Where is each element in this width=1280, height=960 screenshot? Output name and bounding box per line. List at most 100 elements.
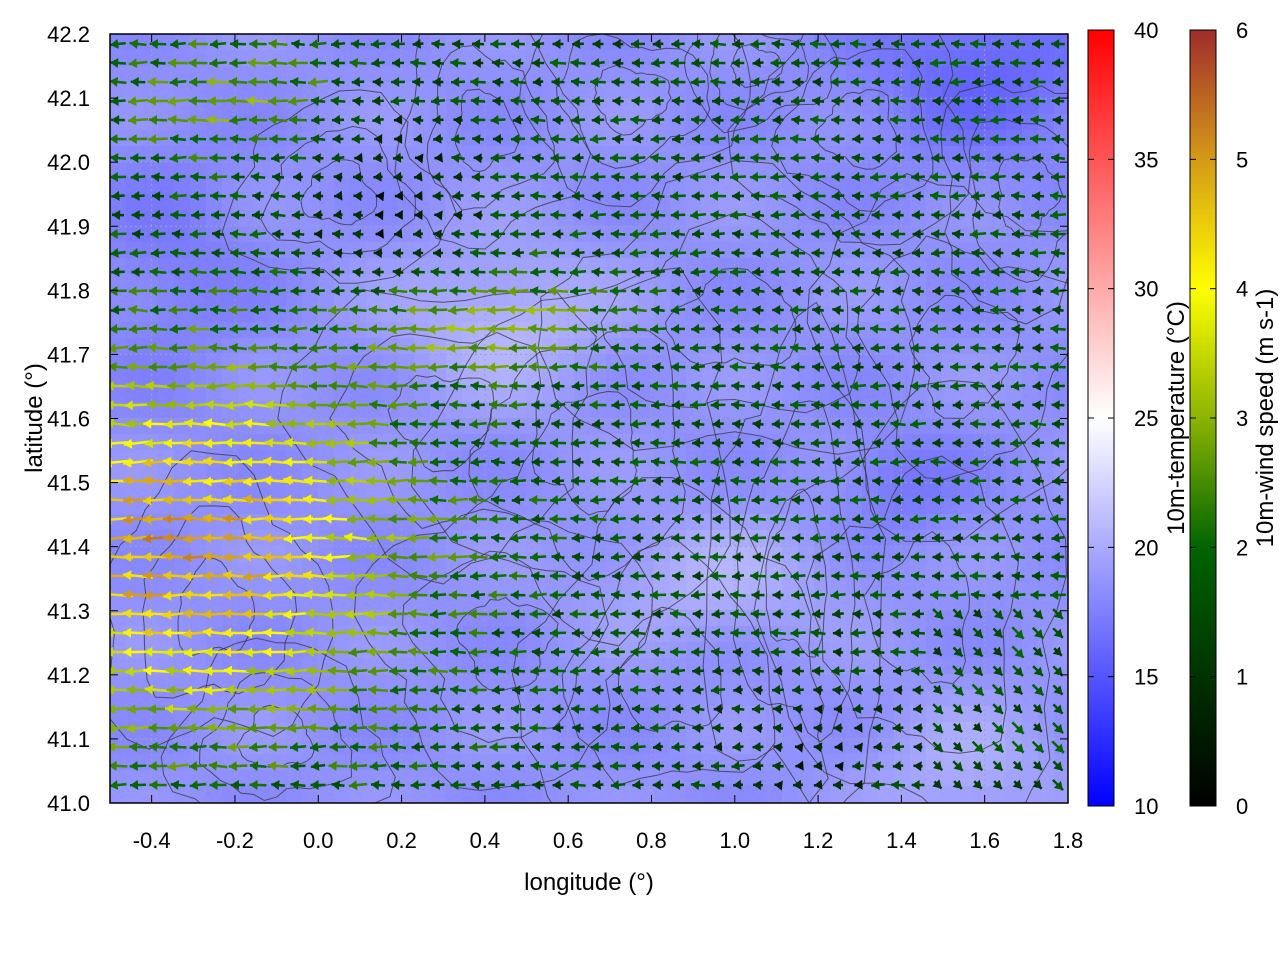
heatmap-cell [206,802,223,803]
heatmap-cell [158,162,175,179]
heatmap-cell [830,194,847,211]
heatmap-cell [734,802,751,803]
heatmap-cell [110,578,127,595]
heatmap-cell [798,114,815,131]
heatmap-cell [1022,386,1039,403]
heatmap-cell [734,162,751,179]
heatmap-cell [718,178,735,195]
heatmap-cell [958,290,975,307]
heatmap-cell [638,82,655,99]
heatmap-cell [158,66,175,83]
heatmap-cell [318,258,335,275]
heatmap-cell [494,322,511,339]
heatmap-cell [1022,162,1039,179]
heatmap-cell [846,242,863,259]
heatmap-cell [590,786,607,803]
heatmap-cell [974,34,991,51]
heatmap-cell [606,802,623,803]
heatmap-cell [382,194,399,211]
heatmap-cell [1006,82,1023,99]
heatmap-cell [654,274,671,291]
heatmap-cell [222,82,239,99]
heatmap-cell [926,194,943,211]
heatmap-cell [958,514,975,531]
heatmap-cell [382,114,399,131]
heatmap-cell [238,546,255,563]
heatmap-cell [750,802,767,803]
heatmap-cell [366,194,383,211]
heatmap-cell [718,194,735,211]
heatmap-cell [398,98,415,115]
heatmap-cell [606,82,623,99]
heatmap-cell [606,546,623,563]
heatmap-cell [222,162,239,179]
heatmap-cell [510,82,527,99]
heatmap-cell [526,178,543,195]
heatmap-cell [894,690,911,707]
heatmap-cell [190,274,207,291]
heatmap-cell [1022,274,1039,291]
heatmap-cell [254,290,271,307]
heatmap-cell [174,178,191,195]
heatmap-cell [878,194,895,211]
heatmap-cell [958,546,975,563]
heatmap-cell [494,66,511,83]
heatmap-cell [174,674,191,691]
heatmap-cell [398,34,415,51]
heatmap-cell [398,274,415,291]
heatmap-cell [638,210,655,227]
heatmap-cell [990,290,1007,307]
heatmap-cell [478,450,495,467]
heatmap-cell [558,754,575,771]
heatmap-cell [862,34,879,51]
heatmap-cell [814,690,831,707]
heatmap-cell [590,162,607,179]
heatmap-cell [126,210,143,227]
heatmap-cell [542,162,559,179]
heatmap-cell [350,66,367,83]
heatmap-cell [350,194,367,211]
heatmap-cell [398,418,415,435]
heatmap-cell [286,178,303,195]
heatmap-cell [878,306,895,323]
heatmap-cell [702,178,719,195]
heatmap-cell [1022,34,1039,51]
heatmap-cell [958,482,975,499]
heatmap-cell [1054,178,1068,195]
heatmap-cell [558,354,575,371]
heatmap-cell [606,178,623,195]
heatmap-cell [430,754,447,771]
heatmap-cell [430,82,447,99]
heatmap-cell [558,114,575,131]
heatmap-cell [606,418,623,435]
heatmap-cell [110,146,127,163]
y-tick-label: 41.0 [47,791,90,816]
heatmap-cell [670,450,687,467]
heatmap-cell [734,722,751,739]
heatmap-cell [254,338,271,355]
heatmap-cell [830,178,847,195]
heatmap-cell [1038,802,1055,803]
heatmap-cell [734,258,751,275]
heatmap-cell [142,802,159,803]
heatmap-cell [270,162,287,179]
heatmap-cell [1038,130,1055,147]
heatmap-cell [158,194,175,211]
heatmap-cell [238,226,255,243]
heatmap-cell [350,178,367,195]
heatmap-cell [638,690,655,707]
heatmap-cell [462,146,479,163]
heatmap-cell [302,162,319,179]
heatmap-cell [142,162,159,179]
heatmap-cell [302,802,319,803]
heatmap-cell [430,274,447,291]
heatmap-cell [718,162,735,179]
heatmap-cell [110,178,127,195]
heatmap-cell [366,786,383,803]
heatmap-cell [1006,274,1023,291]
heatmap-cell [478,162,495,179]
heatmap-cell [478,258,495,275]
heatmap-cell [238,258,255,275]
heatmap-cell [830,802,847,803]
heatmap-cell [382,802,399,803]
